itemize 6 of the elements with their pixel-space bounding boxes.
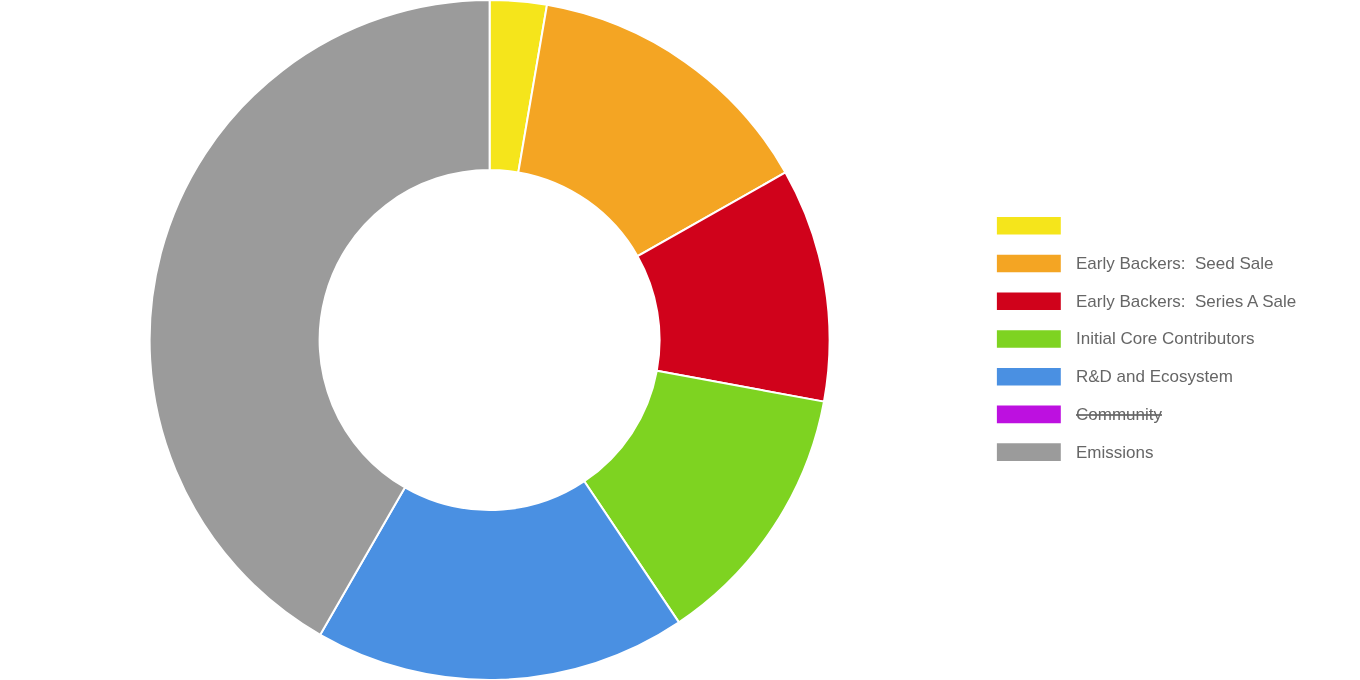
legend-label: Early Backers: Seed Sale — [1076, 254, 1274, 273]
legend-label: R&D and Ecosystem — [1076, 367, 1233, 386]
legend-label: Early Backers: Series A Sale — [1076, 292, 1297, 311]
legend-label: Initial Core Contributors — [1076, 329, 1255, 348]
legend-label: Community — [1076, 405, 1163, 424]
legend-label: Emissions — [1076, 443, 1154, 462]
